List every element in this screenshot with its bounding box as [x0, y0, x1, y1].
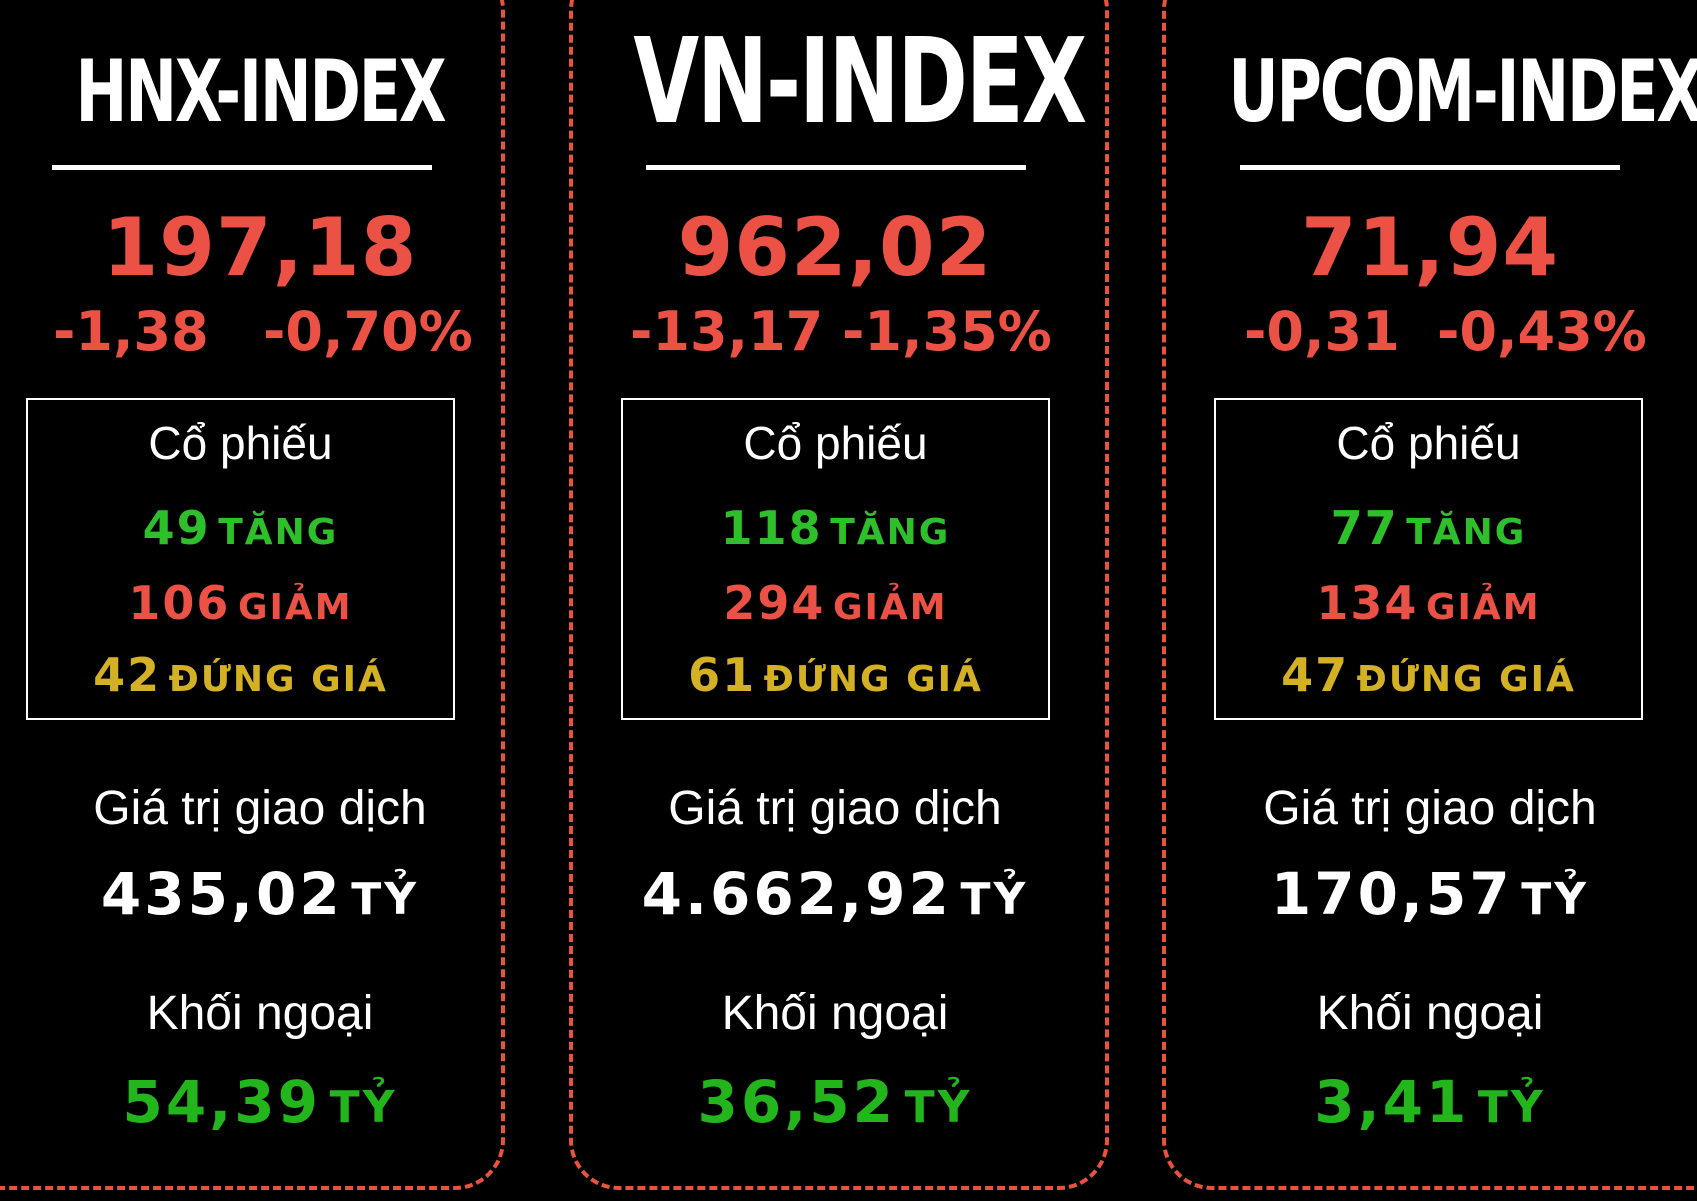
- foreign-value-unit: TỶ: [1477, 1082, 1546, 1133]
- index-change: -0,31: [1244, 300, 1400, 363]
- declining-count: 106: [128, 576, 231, 630]
- panel-frame-right: [1162, 0, 1697, 1190]
- index-value: 71,94: [1300, 201, 1560, 294]
- upcom-index-panel: UPCOM-INDEX 71,94 -0,31 -0,43% Cổ phiếu …: [1150, 0, 1697, 1201]
- trade-value-label: Giá trị giao dịch: [668, 782, 1002, 835]
- title-divider: [52, 165, 432, 170]
- stocks-label: Cổ phiếu: [743, 417, 928, 469]
- index-change: -13,17: [630, 300, 824, 363]
- title-divider: [646, 165, 1026, 170]
- vn-index-panel: VN-INDEX 962,02 -13,17 -1,35% Cổ phiếu 1…: [555, 0, 1115, 1201]
- foreign-label: Khối ngoại: [1316, 987, 1544, 1040]
- stocks-label: Cổ phiếu: [148, 417, 333, 469]
- trade-value-label: Giá trị giao dịch: [93, 782, 427, 835]
- index-change-pct: -0,43%: [1437, 300, 1647, 363]
- foreign-value-unit: TỶ: [329, 1082, 398, 1133]
- index-title: UPCOM-INDEX: [1228, 42, 1697, 142]
- trade-value: 435,02 TỶ: [0, 865, 540, 923]
- advancing-count: 49: [142, 501, 211, 555]
- trade-value-unit: TỶ: [1521, 874, 1590, 925]
- advancing-stocks: 77 TĂNG: [1216, 505, 1641, 551]
- foreign-value: 54,39 TỶ: [0, 1073, 540, 1131]
- foreign-label: Khối ngoại: [146, 987, 374, 1040]
- unchanged-count: 47: [1281, 648, 1350, 702]
- advancing-label: TĂNG: [218, 512, 339, 553]
- stocks-breakdown-box: Cổ phiếu 49 TĂNG 106 GIẢM 42 ĐỨNG GIÁ: [26, 398, 455, 720]
- index-change-pct: -1,35%: [842, 300, 1052, 363]
- foreign-value-number: 36,52: [697, 1068, 896, 1136]
- index-value: 197,18: [102, 201, 418, 294]
- panel-frame-center: [569, 0, 1109, 1190]
- declining-label: GIẢM: [237, 587, 353, 628]
- advancing-label: TĂNG: [830, 512, 951, 553]
- foreign-value: 36,52 TỶ: [555, 1073, 1115, 1131]
- foreign-value-number: 54,39: [122, 1068, 321, 1136]
- declining-label: GIẢM: [832, 587, 948, 628]
- unchanged-label: ĐỨNG GIÁ: [168, 659, 388, 700]
- stocks-label: Cổ phiếu: [1336, 417, 1521, 469]
- unchanged-stocks: 61 ĐỨNG GIÁ: [623, 652, 1048, 698]
- declining-stocks: 134 GIẢM: [1216, 580, 1641, 626]
- declining-count: 134: [1316, 576, 1419, 630]
- advancing-label: TĂNG: [1406, 512, 1527, 553]
- index-change-pct: -0,70%: [263, 300, 473, 363]
- unchanged-stocks: 42 ĐỨNG GIÁ: [28, 652, 453, 698]
- unchanged-count: 42: [93, 648, 162, 702]
- stocks-breakdown-box: Cổ phiếu 118 TĂNG 294 GIẢM 61 ĐỨNG GIÁ: [621, 398, 1050, 720]
- unchanged-label: ĐỨNG GIÁ: [1356, 659, 1576, 700]
- foreign-value-number: 3,41: [1314, 1068, 1470, 1136]
- advancing-count: 77: [1330, 501, 1399, 555]
- trade-value-number: 170,57: [1270, 860, 1513, 928]
- index-title: HNX-INDEX: [75, 42, 447, 142]
- index-change: -1,38: [53, 300, 209, 363]
- declining-stocks: 106 GIẢM: [28, 580, 453, 626]
- trade-value-unit: TỶ: [960, 874, 1029, 925]
- unchanged-label: ĐỨNG GIÁ: [763, 659, 983, 700]
- panel-frame-left: [0, 0, 505, 1190]
- trade-value-unit: TỶ: [351, 874, 420, 925]
- advancing-stocks: 49 TĂNG: [28, 505, 453, 551]
- unchanged-stocks: 47 ĐỨNG GIÁ: [1216, 652, 1641, 698]
- stocks-breakdown-box: Cổ phiếu 77 TĂNG 134 GIẢM 47 ĐỨNG GIÁ: [1214, 398, 1643, 720]
- title-divider: [1240, 165, 1620, 170]
- trade-value: 4.662,92 TỶ: [555, 865, 1115, 923]
- foreign-value-unit: TỶ: [904, 1082, 973, 1133]
- declining-count: 294: [723, 576, 826, 630]
- declining-label: GIẢM: [1425, 587, 1541, 628]
- declining-stocks: 294 GIẢM: [623, 580, 1048, 626]
- unchanged-count: 61: [688, 648, 757, 702]
- trade-value: 170,57 TỶ: [1150, 865, 1697, 923]
- trade-value-number: 4.662,92: [641, 860, 952, 928]
- foreign-label: Khối ngoại: [721, 987, 949, 1040]
- index-value: 962,02: [677, 201, 993, 294]
- hnx-index-panel: HNX-INDEX 197,18 -1,38 -0,70% Cổ phiếu 4…: [0, 0, 540, 1201]
- foreign-value: 3,41 TỶ: [1150, 1073, 1697, 1131]
- advancing-count: 118: [720, 501, 823, 555]
- trade-value-number: 435,02: [100, 860, 343, 928]
- index-title: VN-INDEX: [633, 12, 1087, 150]
- trade-value-label: Giá trị giao dịch: [1263, 782, 1597, 835]
- advancing-stocks: 118 TĂNG: [623, 505, 1048, 551]
